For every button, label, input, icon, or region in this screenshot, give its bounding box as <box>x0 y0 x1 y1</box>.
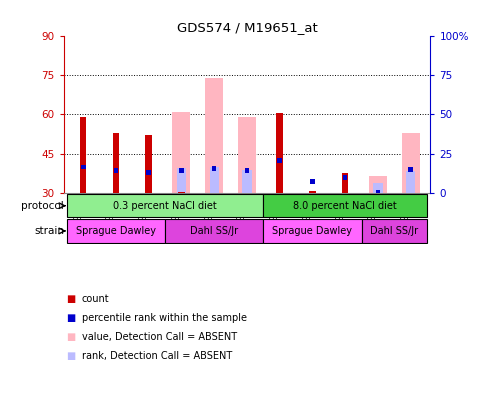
Text: Dahl SS/Jr: Dahl SS/Jr <box>369 226 418 236</box>
Bar <box>113 168 118 173</box>
Bar <box>341 173 348 193</box>
Bar <box>243 192 250 193</box>
Title: GDS574 / M19651_at: GDS574 / M19651_at <box>176 21 317 34</box>
Text: protocol: protocol <box>21 201 64 211</box>
Text: Sprague Dawley: Sprague Dawley <box>272 226 352 236</box>
Bar <box>263 219 361 242</box>
Text: ■: ■ <box>66 332 75 342</box>
Text: Dahl SS/Jr: Dahl SS/Jr <box>190 226 238 236</box>
Bar <box>67 219 165 242</box>
Bar <box>211 166 216 171</box>
Bar <box>368 176 386 193</box>
Bar <box>308 190 315 193</box>
Text: count: count <box>81 294 109 304</box>
Text: value, Detection Call = ABSENT: value, Detection Call = ABSENT <box>81 332 236 342</box>
Bar <box>178 192 184 193</box>
Text: ■: ■ <box>66 351 75 361</box>
Bar <box>67 194 263 217</box>
Text: ■: ■ <box>66 294 75 304</box>
Bar <box>242 169 251 193</box>
Text: 8.0 percent NaCl diet: 8.0 percent NaCl diet <box>293 201 396 211</box>
Bar <box>407 192 413 193</box>
Bar <box>405 171 414 193</box>
Bar <box>172 112 190 193</box>
Bar <box>80 117 86 193</box>
Bar <box>276 113 283 193</box>
Text: ■: ■ <box>66 313 75 323</box>
Text: rank, Detection Call = ABSENT: rank, Detection Call = ABSENT <box>81 351 231 361</box>
Text: percentile rank within the sample: percentile rank within the sample <box>81 313 246 323</box>
Bar <box>81 164 85 169</box>
Bar <box>407 167 412 172</box>
Bar <box>145 135 152 193</box>
Bar <box>372 183 382 193</box>
Bar <box>238 117 255 193</box>
Bar <box>177 168 185 193</box>
Bar <box>209 167 218 193</box>
Bar <box>165 219 263 242</box>
Text: Sprague Dawley: Sprague Dawley <box>76 226 156 236</box>
Text: strain: strain <box>34 226 64 236</box>
Bar <box>361 219 426 242</box>
Bar <box>375 190 380 195</box>
Bar <box>374 192 381 193</box>
Text: 0.3 percent NaCl diet: 0.3 percent NaCl diet <box>113 201 217 211</box>
Bar <box>263 194 426 217</box>
Bar <box>309 179 314 184</box>
Bar <box>112 133 119 193</box>
Bar <box>210 192 217 193</box>
Bar <box>277 158 282 163</box>
Bar <box>146 170 151 175</box>
Bar <box>342 175 347 180</box>
Bar <box>205 78 223 193</box>
Bar <box>179 168 183 173</box>
Bar <box>401 133 419 193</box>
Bar <box>244 168 249 173</box>
